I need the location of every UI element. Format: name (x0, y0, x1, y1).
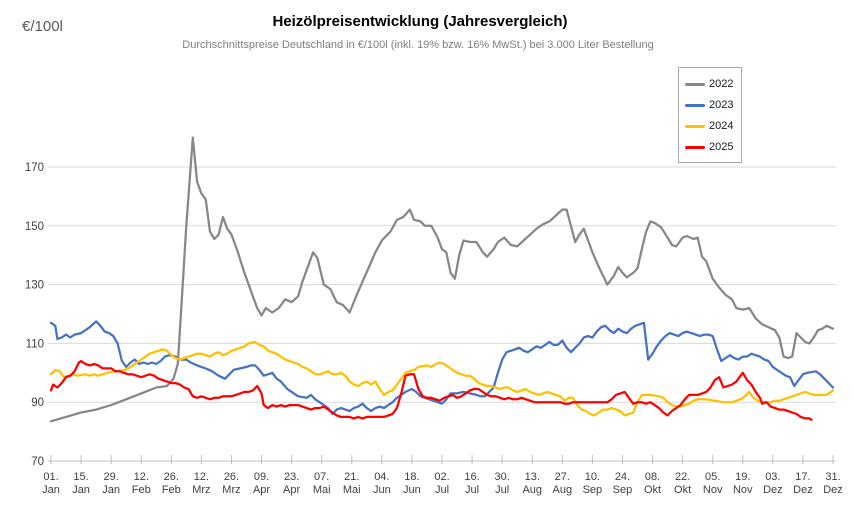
series-line-2024 (49, 340, 835, 417)
legend-label-2023: 2023 (709, 99, 734, 111)
x-tick-label-month: Nov (703, 484, 723, 496)
x-tick-label-day: 12. (194, 471, 209, 483)
legend-item-2025: 2025 (685, 137, 741, 158)
x-tick-label-month: Okt (644, 484, 661, 496)
x-tick-label-month: Nov (733, 484, 753, 496)
y-tick-label-150: 150 (25, 221, 44, 233)
x-tick-label-day: 08. (645, 471, 660, 483)
x-tick-label-month: Okt (674, 484, 691, 496)
x-tick-label-day: 17. (795, 471, 810, 483)
x-tick-label-day: 05. (705, 471, 720, 483)
y-tick-label-90: 90 (31, 397, 44, 409)
chart-title: Heizölpreisentwicklung (Jahresvergleich) (272, 13, 568, 30)
x-tick-label-day: 31. (825, 471, 840, 483)
x-tick-label-day: 04. (374, 471, 389, 483)
x-tick-label-day: 26. (224, 471, 239, 483)
x-tick-label-month: Jul (495, 484, 509, 496)
series-color-swatch-2025 (685, 145, 705, 150)
x-tick-label-day: 22. (675, 471, 690, 483)
x-tick-label-day: 30. (495, 471, 510, 483)
x-tick-label-month: Feb (162, 484, 181, 496)
x-tick-label-day: 23. (284, 471, 299, 483)
x-tick-label-day: 03. (765, 471, 780, 483)
x-tick-label-day: 21. (344, 471, 359, 483)
x-tick-label-month: Mrz (192, 484, 210, 496)
x-tick-label-day: 15. (73, 471, 88, 483)
x-tick-label-month: Apr (283, 484, 300, 496)
x-tick-label-month: Aug (553, 484, 573, 496)
x-tick-label-month: Apr (253, 484, 270, 496)
x-tick-label-month: Jun (373, 484, 391, 496)
x-tick-label-month: Jun (403, 484, 421, 496)
x-tick-label-month: Aug (522, 484, 542, 496)
series-line-2025 (49, 359, 813, 421)
x-tick-label-month: Jul (465, 484, 479, 496)
x-tick-label-month: Jul (435, 484, 449, 496)
x-tick-label-day: 01. (43, 471, 58, 483)
legend-item-2024: 2024 (685, 116, 741, 137)
x-tick-label-month: Sep (583, 484, 603, 496)
x-tick-label-month: Feb (132, 484, 151, 496)
x-tick-label-day: 29. (104, 471, 119, 483)
x-tick-label-day: 07. (314, 471, 329, 483)
x-tick-label-month: Jan (42, 484, 60, 496)
y-axis-unit-label: €/100l (22, 18, 63, 35)
legend-label-2024: 2024 (709, 120, 734, 132)
legend-label-2025: 2025 (709, 141, 734, 153)
chart-subtitle: Durchschnittspreise Deutschland in €/100… (182, 39, 654, 51)
x-tick-label-day: 18. (404, 471, 419, 483)
x-tick-label-day: 26. (164, 471, 179, 483)
series-color-swatch-2022 (685, 82, 705, 87)
legend-label-2022: 2022 (709, 78, 734, 90)
y-tick-label-130: 130 (25, 280, 44, 292)
y-tick-label-110: 110 (26, 338, 44, 350)
x-tick-label-month: Mrz (222, 484, 240, 496)
x-tick-label-month: Mai (343, 484, 361, 496)
x-tick-label-month: Mai (313, 484, 331, 496)
legend-item-2023: 2023 (685, 95, 741, 116)
x-tick-label-day: 10. (585, 471, 600, 483)
x-tick-label-month: Jan (72, 484, 90, 496)
y-tick-label-70: 70 (31, 456, 44, 468)
chart-legend: 2022 2023 2024 2025 (678, 67, 742, 163)
x-tick-label-day: 16. (464, 471, 479, 483)
series-line-2022 (49, 136, 835, 423)
x-tick-label-month: Dez (793, 484, 813, 496)
x-tick-label-day: 09. (254, 471, 269, 483)
x-tick-label-month: Jan (102, 484, 120, 496)
y-tick-label-170: 170 (25, 162, 44, 174)
x-tick-label-month: Dez (763, 484, 783, 496)
legend-item-2022: 2022 (685, 74, 741, 95)
x-tick-label-day: 12. (134, 471, 149, 483)
x-tick-label-day: 13. (525, 471, 540, 483)
x-tick-label-day: 24. (615, 471, 630, 483)
x-tick-label-day: 02. (434, 471, 449, 483)
x-tick-label-day: 19. (735, 471, 750, 483)
series-color-swatch-2023 (685, 103, 705, 108)
x-tick-label-day: 27. (555, 471, 570, 483)
series-color-swatch-2024 (685, 124, 705, 129)
x-tick-label-month: Sep (613, 484, 633, 496)
x-tick-label-month: Dez (823, 484, 843, 496)
